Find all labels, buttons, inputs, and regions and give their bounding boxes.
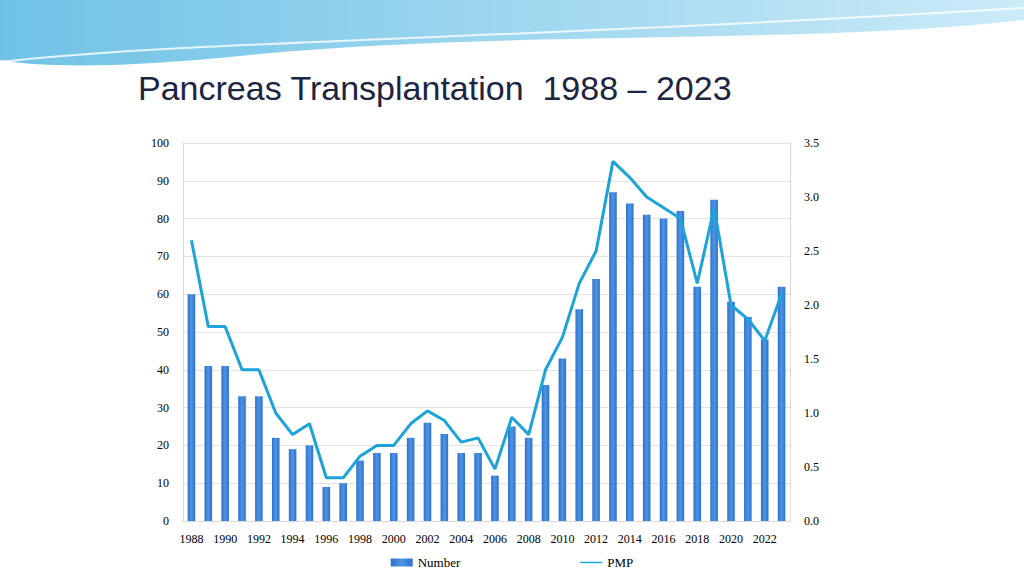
svg-text:10: 10 bbox=[157, 476, 169, 490]
svg-text:2002: 2002 bbox=[415, 532, 439, 546]
svg-text:Number: Number bbox=[418, 555, 461, 570]
svg-text:70: 70 bbox=[157, 249, 169, 263]
svg-text:40: 40 bbox=[157, 363, 169, 377]
svg-text:1998: 1998 bbox=[348, 532, 372, 546]
svg-text:1.0: 1.0 bbox=[804, 406, 819, 420]
svg-text:2000: 2000 bbox=[382, 532, 406, 546]
svg-text:PMP: PMP bbox=[607, 555, 633, 570]
svg-text:2020: 2020 bbox=[719, 532, 743, 546]
svg-text:0.0: 0.0 bbox=[804, 514, 819, 528]
svg-text:0.5: 0.5 bbox=[804, 460, 819, 474]
svg-text:90: 90 bbox=[157, 174, 169, 188]
svg-text:1990: 1990 bbox=[213, 532, 237, 546]
svg-text:2008: 2008 bbox=[517, 532, 541, 546]
svg-text:1.5: 1.5 bbox=[804, 352, 819, 366]
svg-text:2016: 2016 bbox=[652, 532, 676, 546]
svg-text:1996: 1996 bbox=[314, 532, 338, 546]
svg-text:80: 80 bbox=[157, 212, 169, 226]
svg-text:50: 50 bbox=[157, 325, 169, 339]
svg-text:2012: 2012 bbox=[584, 532, 608, 546]
svg-text:3.0: 3.0 bbox=[804, 190, 819, 204]
svg-text:30: 30 bbox=[157, 401, 169, 415]
svg-text:1994: 1994 bbox=[281, 532, 305, 546]
svg-text:1988: 1988 bbox=[179, 532, 203, 546]
svg-text:100: 100 bbox=[151, 136, 169, 150]
svg-text:20: 20 bbox=[157, 438, 169, 452]
svg-text:3.5: 3.5 bbox=[804, 136, 819, 150]
svg-text:2004: 2004 bbox=[449, 532, 473, 546]
svg-text:Pancreas Transplantation 1988: Pancreas Transplantation 1988 – 2023 bbox=[138, 69, 732, 107]
svg-text:2022: 2022 bbox=[753, 532, 777, 546]
svg-text:1992: 1992 bbox=[247, 532, 271, 546]
svg-text:2.5: 2.5 bbox=[804, 244, 819, 258]
svg-text:2006: 2006 bbox=[483, 532, 507, 546]
svg-text:0: 0 bbox=[163, 514, 169, 528]
svg-text:60: 60 bbox=[157, 287, 169, 301]
svg-text:2010: 2010 bbox=[550, 532, 574, 546]
svg-text:2018: 2018 bbox=[685, 532, 709, 546]
svg-text:2014: 2014 bbox=[618, 532, 642, 546]
svg-text:2.0: 2.0 bbox=[804, 298, 819, 312]
